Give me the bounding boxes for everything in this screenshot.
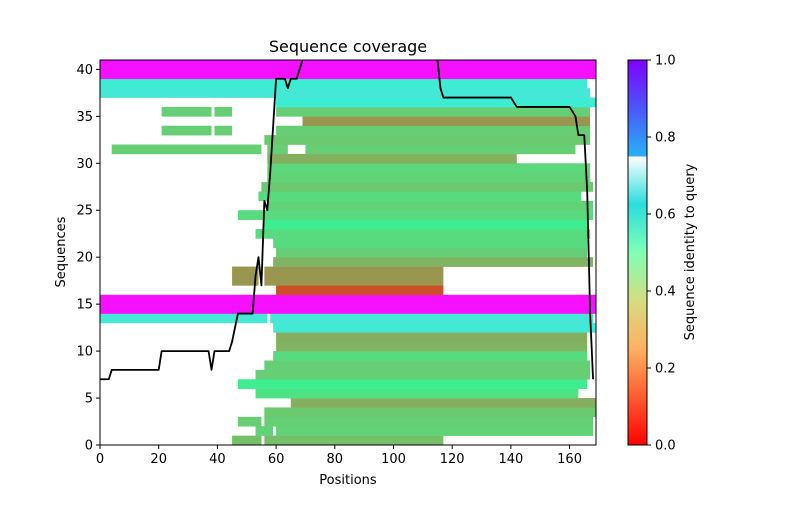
alignment-bars [100,60,596,445]
alignment-bar [264,135,591,145]
alignment-bar [100,78,588,89]
x-tick-label: 20 [150,452,167,467]
alignment-bar [255,369,591,380]
alignment-bar [232,275,259,286]
y-tick-label: 35 [76,110,93,125]
y-tick-label: 25 [76,204,93,219]
alignment-bar [214,106,233,117]
x-tick-label: 80 [327,452,344,467]
colorbar-tick-label: 0.2 [655,362,676,377]
alignment-bar [264,360,591,371]
alignment-bar [270,313,594,324]
alignment-bar [264,407,596,418]
plot-frame [99,59,597,446]
colorbar-tick-label: 1.0 [655,54,676,69]
colorbar-tick-label: 0.6 [655,208,676,223]
x-tick-label: 120 [440,452,465,467]
alignment-bar [267,144,288,155]
colorbar-tick-label: 0.8 [655,131,676,146]
x-axis-label: Positions [319,473,377,488]
x-tick-label: 0 [96,452,104,467]
alignment-bar [100,88,591,98]
alignment-bar [276,125,591,136]
y-tick-label: 10 [76,345,93,360]
alignment-bar [232,266,259,277]
coverage-line-layer [100,60,594,381]
alignment-bar [237,416,262,427]
alignment-bar [267,172,591,183]
alignment-bar [232,435,262,445]
alignment-bar [237,210,594,220]
alignment-bar [267,200,594,211]
alignment-bar [161,125,212,136]
alignment-bar [100,69,596,80]
colorbar [627,59,648,446]
x-tick-label: 100 [381,452,406,467]
y-tick-label: 20 [76,251,93,266]
x-tick-label: 40 [209,452,226,467]
alignment-bar [290,398,596,408]
y-tick-label: 40 [76,63,93,78]
x-tick-label: 160 [557,452,582,467]
alignment-bar [264,416,594,427]
chart-title: Sequence coverage [269,37,427,56]
x-tick-label: 140 [498,452,523,467]
x-tick-label: 60 [268,452,285,467]
alignment-bar [276,332,588,343]
alignment-bar [100,313,268,324]
alignment-bar [305,144,576,155]
alignment-bar [276,97,596,108]
alignment-bar [255,426,274,436]
alignment-bar [276,106,591,117]
y-tick-label: 30 [76,157,93,172]
alignment-bar [273,322,596,333]
colorbar-tick-label: 0.0 [655,439,676,454]
alignment-bar [276,247,588,258]
alignment-bar [264,275,444,286]
alignment-bar [276,341,588,352]
alignment-bar [261,182,594,192]
alignment-bar [264,219,588,230]
y-tick-label: 0 [85,439,93,454]
y-axis: 0 5 10 15 20 25 30 35 40 [76,63,100,454]
alignment-bar [273,257,594,267]
alignment-bar [267,163,591,173]
alignment-bar [276,285,444,296]
y-tick-label: 15 [76,298,93,313]
alignment-bar [100,304,596,314]
alignment-bar [100,60,596,70]
alignment-bar [273,351,588,361]
colorbar-label: Sequence identity to query [683,163,698,340]
colorbar-axis: 0.0 0.2 0.4 0.6 0.8 1.0 [647,54,676,454]
alignment-bar [255,229,591,239]
alignment-bar [302,116,591,127]
alignment-bar [214,125,233,136]
y-axis-label: Sequences [54,216,69,287]
x-axis: 0 20 40 60 80 100 120 140 160 [96,445,582,467]
alignment-bar [100,294,596,305]
alignment-bar [258,191,582,202]
colorbar-tick-label: 0.4 [655,285,676,300]
alignment-bar [273,238,588,249]
alignment-bar [161,106,212,117]
alignment-bar [111,144,262,155]
alignment-bar [276,426,594,436]
alignment-bar [255,388,579,399]
alignment-bar [264,435,444,445]
alignment-bar [237,379,588,389]
coverage-line [100,60,594,381]
y-tick-label: 5 [85,392,93,407]
alignment-bar [267,153,517,164]
alignment-bar [264,266,444,277]
